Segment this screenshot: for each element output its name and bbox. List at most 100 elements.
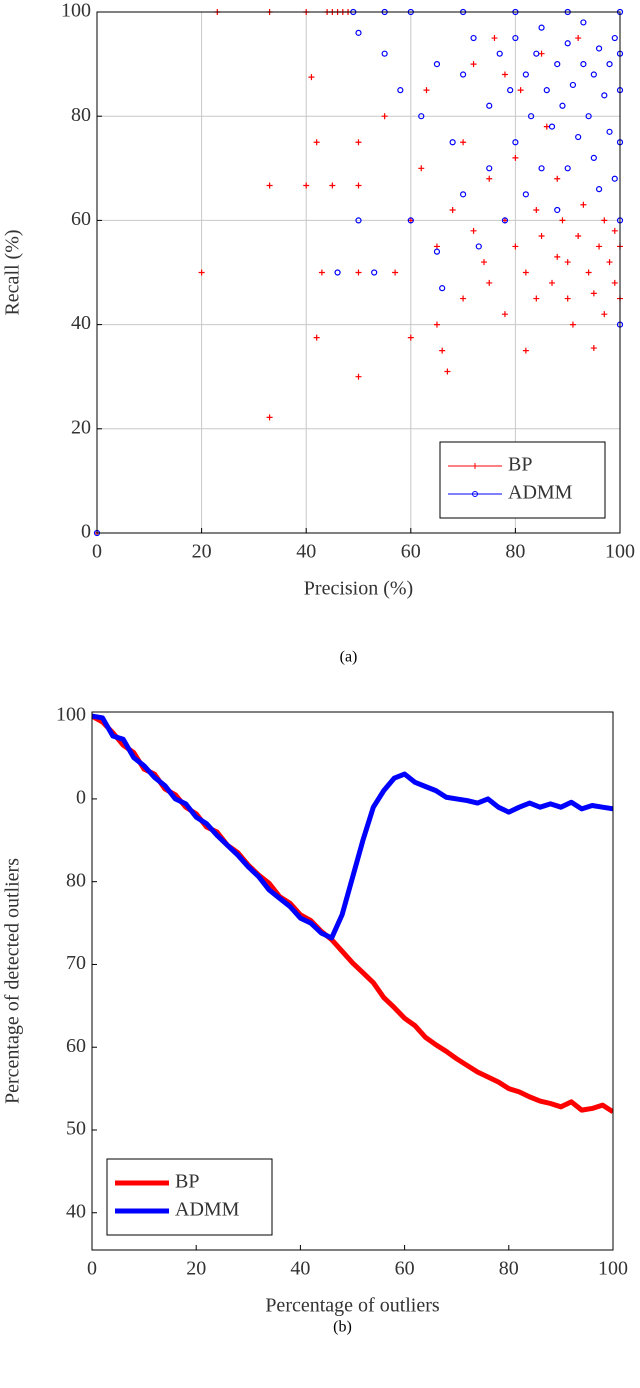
point <box>355 269 362 276</box>
x-tick-label: 0 <box>87 1258 97 1280</box>
point <box>512 139 519 146</box>
point <box>564 40 571 47</box>
point <box>512 34 519 42</box>
point <box>601 217 608 224</box>
point <box>533 50 540 57</box>
point <box>575 35 582 42</box>
legend-label: ADMM <box>175 1199 240 1221</box>
point <box>580 60 587 68</box>
point <box>501 311 508 318</box>
x-tick-label: 40 <box>290 1258 310 1280</box>
x-tick-label: 20 <box>186 1258 206 1280</box>
plot-area <box>92 713 613 1114</box>
x-tick-label: 100 <box>605 541 635 563</box>
x-tick-label: 80 <box>505 541 525 563</box>
y-tick-label: 0 <box>76 787 86 809</box>
point <box>486 165 493 172</box>
point <box>418 113 425 120</box>
point <box>433 60 441 68</box>
caption: (a) <box>340 649 358 666</box>
x-tick-label: 40 <box>296 541 316 563</box>
x-axis-label: Percentage of outliers <box>265 1295 440 1317</box>
point <box>501 71 508 78</box>
series-line <box>92 713 613 1114</box>
legend-label: BP <box>508 454 532 476</box>
point <box>564 295 571 302</box>
point <box>423 87 430 94</box>
point <box>334 269 341 276</box>
legend-box <box>439 441 606 519</box>
plot-frame <box>91 711 614 1251</box>
point <box>303 182 310 189</box>
point <box>392 269 399 276</box>
y-tick-label: 40 <box>66 1200 86 1222</box>
point <box>433 321 440 328</box>
y-tick-label: 80 <box>71 104 91 126</box>
point <box>496 50 503 57</box>
x-tick-label: 80 <box>499 1258 519 1280</box>
point <box>481 259 488 266</box>
point <box>501 217 509 224</box>
y-tick-label: 80 <box>66 869 86 891</box>
point <box>559 102 566 109</box>
point <box>460 191 467 198</box>
point <box>329 182 336 189</box>
point <box>548 123 556 130</box>
y-tick-label: 70 <box>66 952 86 974</box>
y-axis-label: Recall (%) <box>2 229 24 315</box>
point <box>569 321 576 328</box>
y-axis-label: Percentage of detected outliers <box>2 858 24 1104</box>
point <box>543 87 550 94</box>
point <box>433 243 440 250</box>
point <box>538 233 545 240</box>
point <box>611 227 618 234</box>
y-tick-label: 100 <box>61 0 91 22</box>
point <box>381 113 388 120</box>
y-tick-label: 60 <box>66 1035 86 1057</box>
point <box>606 259 613 266</box>
point <box>460 295 467 302</box>
point <box>590 345 597 352</box>
point <box>585 269 592 276</box>
point <box>444 368 451 375</box>
point <box>507 87 514 94</box>
point <box>460 139 467 146</box>
point <box>491 35 498 42</box>
plot-frame <box>96 11 621 534</box>
point <box>580 201 587 208</box>
legend-marker <box>472 463 478 469</box>
point <box>522 191 529 198</box>
point <box>512 154 519 161</box>
point <box>569 81 577 89</box>
point <box>590 290 597 297</box>
point <box>308 74 315 81</box>
point <box>580 19 587 26</box>
point <box>522 269 529 276</box>
point <box>449 206 456 213</box>
point <box>198 269 205 276</box>
point <box>355 182 362 189</box>
point <box>527 113 535 120</box>
point <box>439 347 446 354</box>
point <box>601 92 608 99</box>
series-line <box>92 713 613 941</box>
point <box>575 233 582 240</box>
point <box>470 34 477 42</box>
point <box>407 334 414 341</box>
point <box>313 139 320 146</box>
point <box>564 259 571 266</box>
point <box>564 165 571 172</box>
point <box>585 113 592 120</box>
x-tick-label: 100 <box>598 1258 628 1280</box>
point <box>355 217 362 224</box>
point <box>371 269 378 276</box>
legend-marker <box>472 491 478 497</box>
legend-label: ADMM <box>508 482 573 504</box>
point <box>407 217 414 224</box>
point <box>554 206 561 214</box>
point <box>470 61 477 68</box>
point <box>611 34 618 42</box>
point <box>595 186 603 193</box>
point <box>397 87 404 94</box>
point <box>449 139 456 146</box>
